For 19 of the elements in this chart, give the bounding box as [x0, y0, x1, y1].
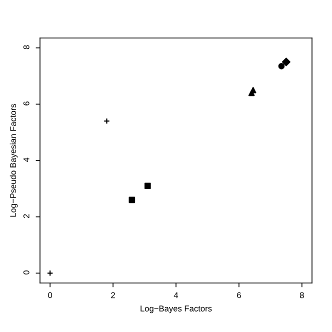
- point: [46, 270, 54, 276]
- point: [278, 63, 285, 70]
- x-tick-label: 6: [237, 292, 241, 298]
- point: [128, 196, 136, 204]
- point: [250, 86, 256, 94]
- point: [282, 58, 290, 66]
- y-tick-label: 4: [24, 158, 30, 162]
- x-axis-title: Log−Bayes Factors: [140, 306, 212, 314]
- y-tick-label: 0: [23, 270, 30, 274]
- x-tick-label: 4: [174, 292, 178, 298]
- x-tick-label: 2: [111, 292, 115, 298]
- x-tick-label: 8: [300, 292, 304, 298]
- y-tick-label: 2: [23, 214, 30, 218]
- y-tick-label: 6: [23, 102, 30, 106]
- y-tick-label: 8: [23, 45, 30, 50]
- point: [144, 182, 151, 189]
- point: [104, 118, 110, 124]
- x-tick-label: 0: [48, 292, 52, 298]
- y-axis-title: Log−Pseudo Bayesian Factors: [10, 104, 18, 217]
